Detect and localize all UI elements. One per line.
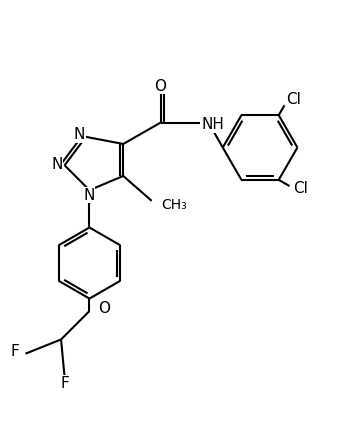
Text: O: O <box>98 302 110 316</box>
Text: Cl: Cl <box>286 92 301 107</box>
Text: O: O <box>155 79 166 93</box>
Text: N: N <box>83 188 94 203</box>
Text: NH: NH <box>201 117 224 132</box>
Text: Cl: Cl <box>293 181 308 196</box>
Text: F: F <box>60 376 69 391</box>
Text: F: F <box>10 344 19 360</box>
Text: N: N <box>51 157 63 172</box>
Text: N: N <box>74 127 85 142</box>
Text: CH₃: CH₃ <box>162 198 188 212</box>
